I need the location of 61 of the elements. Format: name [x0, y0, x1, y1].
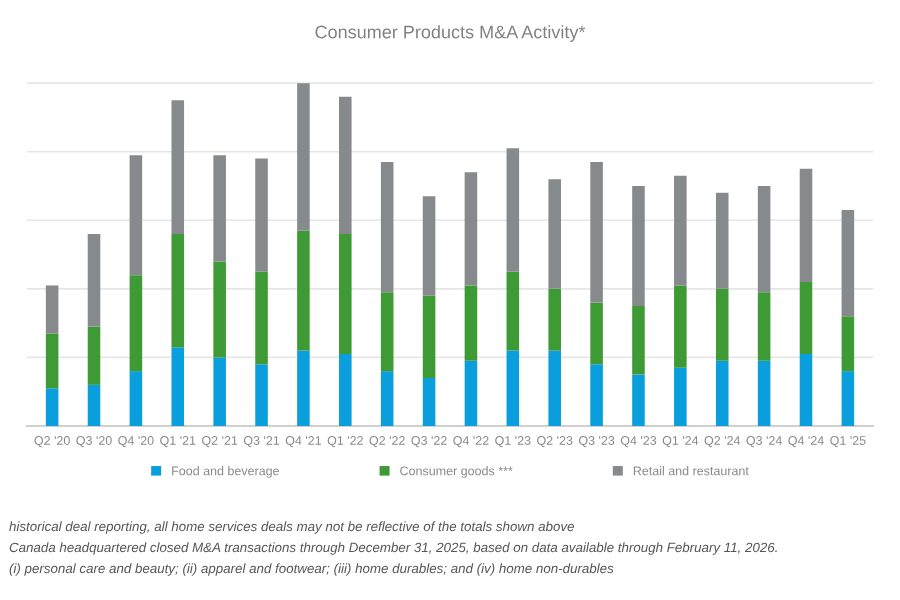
bar [297, 350, 310, 426]
bar [45, 388, 59, 426]
bar [297, 83, 310, 231]
bar [255, 158, 268, 272]
bar [87, 234, 101, 327]
bar [506, 350, 520, 426]
bar [422, 295, 436, 378]
bar [757, 186, 771, 293]
bar [422, 378, 436, 426]
bar [841, 371, 855, 426]
bar [87, 326, 101, 385]
bar [45, 333, 59, 389]
bar [757, 292, 771, 361]
bar [674, 175, 687, 286]
bar [255, 271, 268, 365]
bar [548, 179, 561, 289]
bar [129, 371, 143, 426]
bar [632, 306, 645, 375]
bar [87, 384, 101, 426]
bar [422, 196, 436, 296]
bar [464, 172, 478, 286]
bar [213, 261, 226, 358]
bar [213, 357, 226, 426]
bar [464, 360, 478, 426]
bar [841, 316, 855, 372]
bar [129, 155, 143, 276]
bar [590, 162, 603, 303]
bar [506, 271, 520, 351]
bar [799, 354, 813, 426]
bar [506, 148, 520, 272]
bar [297, 230, 310, 351]
bar [171, 234, 185, 348]
bar [674, 285, 687, 368]
bar [380, 371, 394, 426]
bar [548, 350, 561, 426]
bar [715, 192, 729, 289]
bar [380, 162, 394, 293]
bar [715, 360, 729, 426]
bar [380, 292, 394, 372]
bar [339, 96, 352, 234]
bar [799, 168, 813, 282]
bar [171, 100, 185, 234]
bar [757, 360, 771, 426]
bar [632, 186, 645, 306]
bar [255, 364, 268, 426]
bar [674, 367, 687, 426]
bar [339, 234, 352, 354]
bar [841, 210, 855, 317]
bar [632, 374, 645, 426]
bar [799, 282, 813, 354]
bar [548, 288, 561, 351]
bar [339, 354, 352, 426]
bar [213, 155, 226, 262]
bar [715, 288, 729, 361]
bar [45, 285, 59, 334]
bar [590, 364, 603, 426]
bar [464, 285, 478, 361]
chart-title: Consumer Products M&A Activity* [315, 25, 586, 42]
bar [129, 275, 143, 372]
bar [590, 302, 603, 365]
bar [171, 347, 185, 426]
